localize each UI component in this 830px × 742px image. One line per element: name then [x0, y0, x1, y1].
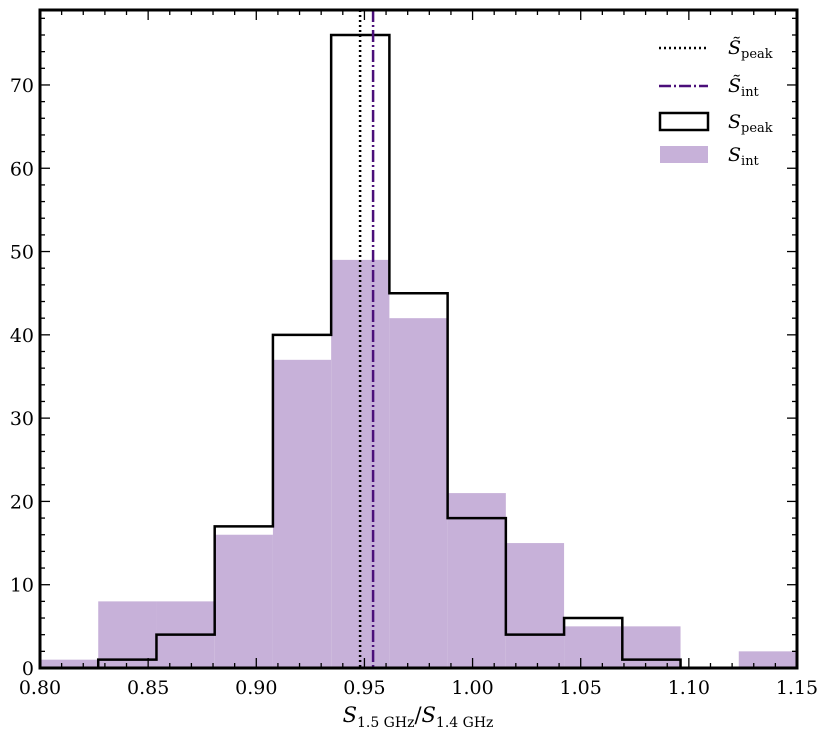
y-tick-label: 40 — [10, 325, 34, 347]
bar-s-int — [622, 626, 681, 668]
x-tick-label: 0.90 — [235, 677, 277, 699]
legend-fill-swatch — [660, 146, 708, 163]
legend-step-swatch — [658, 111, 710, 132]
x-tick-label: 0.80 — [19, 677, 61, 699]
bar-s-int — [447, 493, 506, 668]
legend: S̃peak S̃int Speak Sint — [658, 37, 773, 169]
step-s-peak — [96, 33, 797, 670]
bar-s-int — [98, 601, 157, 668]
bar-s-int — [738, 651, 797, 668]
bar-s-int — [505, 543, 565, 668]
y-tick-label: 10 — [10, 575, 34, 597]
x-tick-label: 0.85 — [127, 677, 169, 699]
legend-label-median-int: S̃int — [728, 75, 760, 100]
y-tick-label: 20 — [10, 491, 34, 513]
x-tick-label: 1.10 — [668, 677, 710, 699]
legend-label-int: Sint — [728, 144, 760, 169]
x-tick-label: 1.00 — [451, 677, 493, 699]
x-tick-label: 1.05 — [560, 677, 602, 699]
bar-s-int — [40, 659, 99, 668]
bar-s-int — [214, 534, 273, 668]
x-axis-label: S1.5 GHz/S1.4 GHz — [343, 703, 494, 731]
x-tick-label: 1.15 — [776, 677, 818, 699]
y-tick-label: 0 — [22, 658, 34, 680]
legend-label-median-peak: S̃peak — [728, 37, 773, 62]
y-tick-label: 50 — [10, 242, 34, 264]
y-tick-label: 60 — [10, 158, 34, 180]
bar-s-int — [331, 259, 390, 668]
y-tick-label: 70 — [10, 75, 34, 97]
x-tick-label: 0.95 — [343, 677, 385, 699]
plot-frame — [38, 8, 799, 670]
bar-s-int — [272, 359, 332, 668]
y-tick-label: 30 — [10, 408, 34, 430]
legend-label-peak: Speak — [728, 111, 773, 136]
bar-s-int — [389, 318, 448, 668]
bar-s-int — [564, 626, 623, 668]
